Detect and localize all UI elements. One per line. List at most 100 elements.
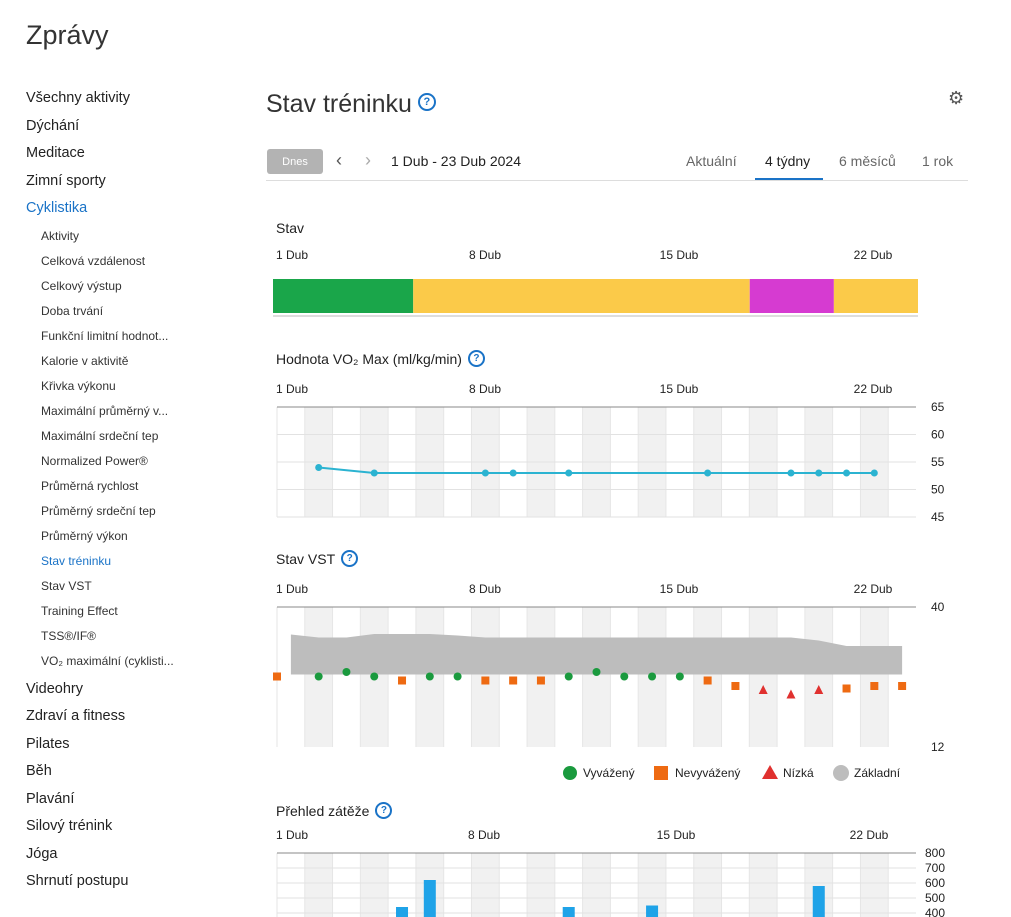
load-stripe — [471, 853, 500, 917]
tab-1-rok[interactable]: 1 rok — [922, 153, 954, 169]
vo2-chart-title-text: Hodnota VO₂ Max (ml/kg/min) — [276, 351, 462, 367]
legend-low-marker — [762, 765, 778, 779]
load-y-tick-label: 800 — [925, 846, 945, 860]
vo2-point — [787, 469, 795, 477]
sidebar-item-silovy-trenink[interactable]: Silový trénink — [26, 818, 113, 834]
sidebar-subitem-prumerna-rychlost[interactable]: Průměrná rychlost — [41, 478, 139, 493]
hrv-legend: Vyvážený Nevyvážený Nízká Základní — [563, 765, 901, 781]
sidebar-item-zimni-sporty[interactable]: Zimní sporty — [26, 172, 106, 189]
sidebar-subitem-tss-if[interactable]: TSS®/IF® — [41, 628, 97, 643]
vo2-y-tick-label: 55 — [931, 455, 945, 469]
sidebar-subitem-kalorie-v-aktivite[interactable]: Kalorie v aktivitě — [41, 353, 129, 368]
load-stripe — [804, 853, 833, 917]
sidebar-item-vsechny-aktivity[interactable]: Všechny aktivity — [26, 90, 130, 106]
vo2-stripe — [860, 407, 889, 517]
load-bar — [812, 886, 825, 917]
load-bar — [562, 907, 575, 917]
chevron-right-icon[interactable]: › — [365, 150, 371, 170]
vo2-y-tick-label: 65 — [931, 400, 945, 414]
legend-baseline-marker — [833, 765, 849, 781]
help-icon[interactable]: ? — [467, 349, 485, 367]
hrv-stripe — [471, 607, 500, 747]
tab-aktualni[interactable]: Aktuální — [686, 153, 737, 169]
help-icon[interactable]: ? — [341, 549, 359, 567]
vo2-stripe — [527, 407, 555, 517]
sidebar-item-plavani[interactable]: Plavání — [26, 790, 75, 807]
sidebar-subitem-training-effect[interactable]: Training Effect — [41, 603, 118, 618]
sidebar-subitem-doba-trvani[interactable]: Doba trvání — [41, 303, 104, 318]
sidebar-item-dychani[interactable]: Dýchání — [26, 117, 80, 134]
sidebar-subitem-maximalni-srdecni-tep[interactable]: Maximální srdeční tep — [41, 428, 159, 443]
date-toolbar: Dnes ‹ › 1 Dub - 23 Dub 2024 Aktuální 4 … — [266, 148, 968, 181]
sidebar-subitem-celkovy-vystup[interactable]: Celkový výstup — [41, 278, 122, 293]
hrv-chart: 1 Dub 8 Dub 15 Dub 22 Dub 40 12 — [273, 582, 945, 754]
hrv-chart-title: Stav VST? — [276, 549, 359, 569]
sidebar-subitem-stav-vst[interactable]: Stav VST — [41, 578, 92, 593]
hrv-low-point — [758, 685, 768, 694]
status-chart-title: Stav — [276, 220, 305, 236]
vo2-stripe — [360, 407, 389, 517]
vo2-y-tick-label: 45 — [931, 510, 945, 524]
vo2-stripe — [471, 407, 500, 517]
load-stripe — [693, 853, 722, 917]
sidebar-item-beh[interactable]: Běh — [26, 763, 52, 779]
chevron-left-icon[interactable]: ‹ — [336, 150, 342, 170]
hrv-balanced-point — [370, 672, 379, 681]
sidebar-subitem-aktivity[interactable]: Aktivity — [41, 228, 80, 243]
sidebar-subitem-krivka-vykonu[interactable]: Křivka výkonu — [41, 378, 116, 393]
hrv-unbalanced-point — [398, 676, 407, 685]
vo2-point — [509, 469, 517, 477]
sidebar-item-videohry[interactable]: Videohry — [26, 680, 83, 697]
hrv-balanced-point — [425, 672, 434, 681]
sidebar-item-pilates[interactable]: Pilates — [26, 735, 70, 752]
today-button[interactable]: Dnes — [267, 149, 323, 174]
vo2-stripe — [693, 407, 722, 517]
hrv-unbalanced-point — [481, 676, 490, 685]
load-stripe — [304, 853, 333, 917]
sidebar-subitem-normalized-power[interactable]: Normalized Power® — [41, 453, 148, 468]
hrv-unbalanced-point — [898, 682, 907, 690]
vo2-stripe — [638, 407, 666, 517]
legend-low-label: Nízká — [783, 766, 814, 780]
hrv-stripe — [638, 607, 666, 747]
vo2-stripe — [582, 407, 611, 517]
tab-6-mesicu[interactable]: 6 měsíců — [839, 153, 896, 169]
status-segment — [273, 279, 414, 313]
vo2-point — [870, 469, 878, 477]
hrv-stripe — [527, 607, 555, 747]
help-icon[interactable]: ? — [417, 93, 436, 112]
sidebar-subitem-vo-maximalni-cyklisti[interactable]: VO₂ maximální (cyklisti... — [41, 653, 174, 668]
vo2-series-line — [318, 466, 875, 474]
vo2-point — [704, 469, 712, 477]
hrv-unbalanced-point — [536, 676, 545, 685]
vo2-x-tick-label: 8 Dub — [469, 382, 501, 396]
load-x-tick-label: 8 Dub — [468, 828, 500, 842]
sidebar-subitem-prumerny-srdecni-tep[interactable]: Průměrný srdeční tep — [41, 503, 156, 518]
sidebar-subitem-celkova-vzdalenost[interactable]: Celková vzdálenost — [41, 253, 146, 268]
sidebar-subitem-maximalni-prumerny-v[interactable]: Maximální průměrný v... — [41, 403, 169, 418]
vo2-chart: 1 Dub 8 Dub 15 Dub 22 Dub 65 60 55 50 45 — [276, 382, 945, 524]
hrv-x-tick-label: 22 Dub — [854, 582, 893, 596]
vo2-stripe — [415, 407, 444, 517]
sidebar-item-cyklistika[interactable]: Cyklistika — [26, 200, 88, 216]
vo2-point — [565, 469, 573, 477]
hrv-balanced-point — [314, 672, 323, 681]
sidebar-subitem-funkcni-limitni-hodnot[interactable]: Funkční limitní hodnot... — [41, 328, 169, 343]
vo2-point — [315, 464, 323, 471]
help-icon[interactable]: ? — [375, 801, 393, 819]
load-bar — [423, 880, 436, 917]
gear-icon[interactable]: ⚙ — [948, 88, 965, 108]
load-y-tick-label: 700 — [925, 861, 945, 875]
load-y-tick-label: 500 — [925, 891, 945, 905]
legend-balanced-label: Vyvážený — [583, 766, 635, 780]
sidebar-item-zdravi-a-fitness[interactable]: Zdraví a fitness — [26, 708, 126, 724]
hrv-stripe — [860, 607, 889, 747]
vo2-x-tick-label: 15 Dub — [660, 382, 699, 396]
sidebar-item-meditace[interactable]: Meditace — [26, 145, 85, 161]
sidebar-subitem-stav-treninku[interactable]: Stav tréninku — [41, 553, 112, 568]
tab-4-tydny[interactable]: 4 týdny — [765, 153, 811, 169]
sidebar-item-shrnuti-postupu[interactable]: Shrnutí postupu — [26, 873, 129, 889]
sidebar-item-joga[interactable]: Jóga — [26, 845, 58, 862]
sidebar-subitem-prumerny-vykon[interactable]: Průměrný výkon — [41, 528, 128, 543]
